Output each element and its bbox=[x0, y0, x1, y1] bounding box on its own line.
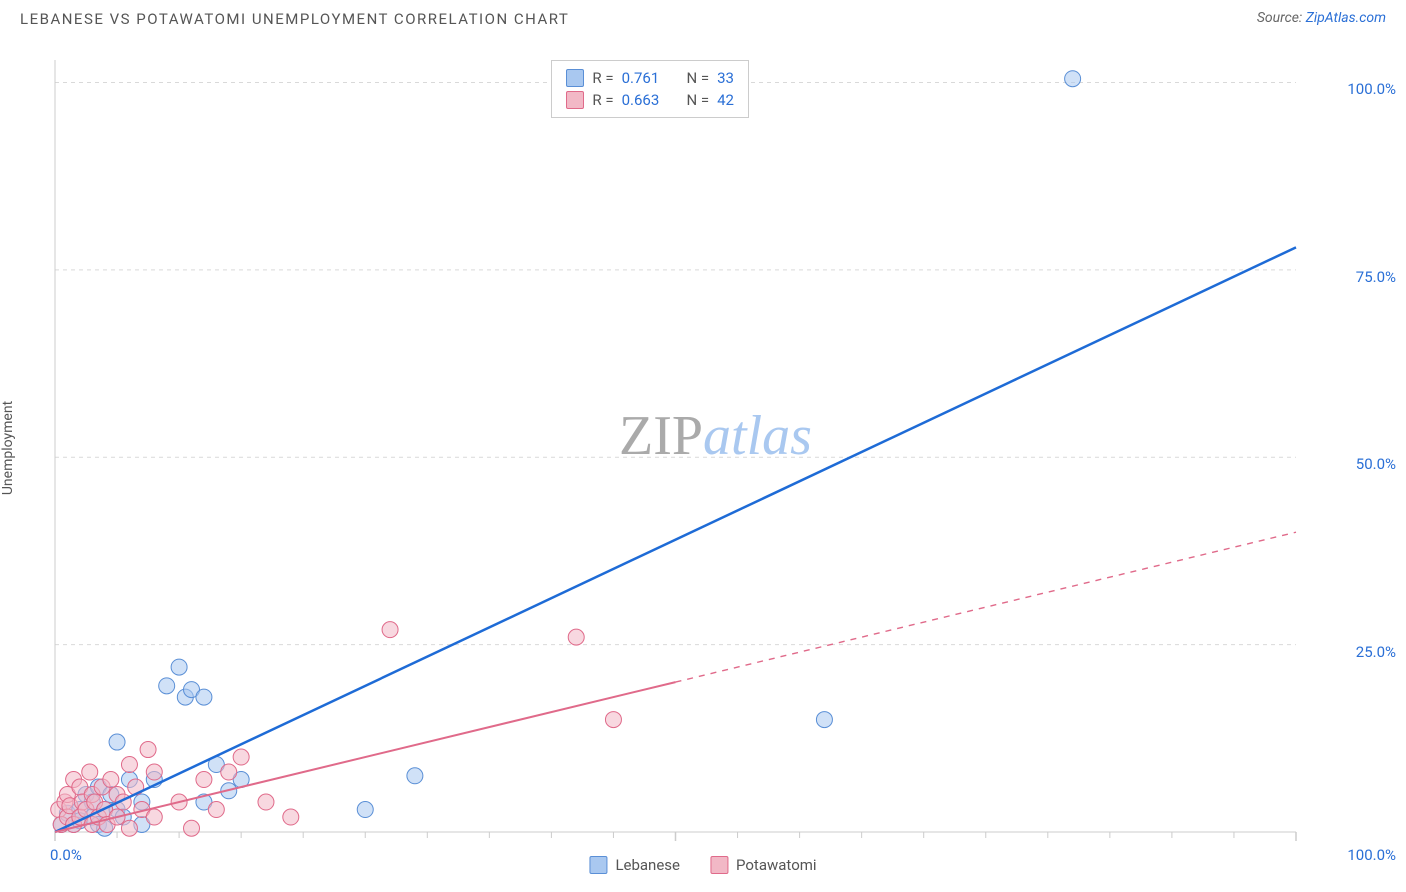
data-point bbox=[233, 749, 249, 765]
data-point bbox=[82, 764, 98, 780]
data-point bbox=[1065, 71, 1081, 87]
stats-swatch bbox=[566, 69, 584, 87]
trend-line-extrapolation bbox=[676, 532, 1297, 682]
data-point bbox=[109, 734, 125, 750]
data-point bbox=[208, 802, 224, 818]
stats-row: R = 0.663 N = 42 bbox=[566, 89, 734, 111]
data-point bbox=[146, 809, 162, 825]
data-point bbox=[140, 742, 156, 758]
data-point bbox=[121, 757, 137, 773]
scatter-chart: ZIPatlas bbox=[45, 50, 1386, 842]
trend-line bbox=[55, 247, 1296, 832]
data-point bbox=[159, 678, 175, 694]
data-point bbox=[196, 689, 212, 705]
data-point bbox=[171, 659, 187, 675]
data-point bbox=[184, 820, 200, 836]
x-tick-label: 100.0% bbox=[1347, 846, 1396, 864]
data-point bbox=[816, 712, 832, 728]
r-value: 0.761 bbox=[622, 69, 660, 87]
data-point bbox=[605, 712, 621, 728]
n-value: 33 bbox=[717, 69, 734, 87]
bottom-legend: Lebanese Potawatomi bbox=[589, 856, 816, 874]
y-tick-label: 100.0% bbox=[1347, 80, 1396, 98]
chart-title: LEBANESE VS POTAWATOMI UNEMPLOYMENT CORR… bbox=[20, 10, 569, 28]
data-point bbox=[382, 622, 398, 638]
legend-swatch-lebanese bbox=[589, 856, 607, 874]
n-label: N = bbox=[686, 91, 709, 109]
source-prefix: Source: bbox=[1257, 10, 1306, 26]
y-tick-label: 75.0% bbox=[1356, 268, 1396, 286]
legend-label-potawatomi: Potawatomi bbox=[736, 856, 817, 874]
x-tick-label: 0.0% bbox=[50, 846, 82, 864]
data-point bbox=[121, 820, 137, 836]
source-link[interactable]: ZipAtlas.com bbox=[1306, 10, 1386, 26]
y-axis-label: Unemployment bbox=[0, 401, 16, 495]
data-point bbox=[258, 794, 274, 810]
legend-item-potawatomi: Potawatomi bbox=[710, 856, 817, 874]
data-point bbox=[357, 802, 373, 818]
data-point bbox=[196, 772, 212, 788]
data-point bbox=[221, 764, 237, 780]
n-value: 42 bbox=[717, 91, 734, 109]
stats-swatch bbox=[566, 91, 584, 109]
chart-area: ZIPatlas bbox=[45, 50, 1386, 842]
legend-item-lebanese: Lebanese bbox=[589, 856, 680, 874]
data-point bbox=[568, 629, 584, 645]
stats-row: R = 0.761 N = 33 bbox=[566, 67, 734, 89]
correlation-stats-box: R = 0.761 N = 33R = 0.663 N = 42 bbox=[551, 60, 749, 118]
data-point bbox=[283, 809, 299, 825]
data-point bbox=[103, 772, 119, 788]
watermark: ZIPatlas bbox=[619, 405, 812, 467]
legend-label-lebanese: Lebanese bbox=[615, 856, 680, 874]
y-tick-label: 50.0% bbox=[1356, 455, 1396, 473]
data-point bbox=[407, 768, 423, 784]
r-label: R = bbox=[592, 69, 613, 87]
y-tick-label: 25.0% bbox=[1356, 643, 1396, 661]
source-attribution: Source: ZipAtlas.com bbox=[1257, 10, 1386, 26]
data-point bbox=[146, 764, 162, 780]
r-label: R = bbox=[592, 91, 613, 109]
legend-swatch-potawatomi bbox=[710, 856, 728, 874]
n-label: N = bbox=[686, 69, 709, 87]
r-value: 0.663 bbox=[622, 91, 660, 109]
